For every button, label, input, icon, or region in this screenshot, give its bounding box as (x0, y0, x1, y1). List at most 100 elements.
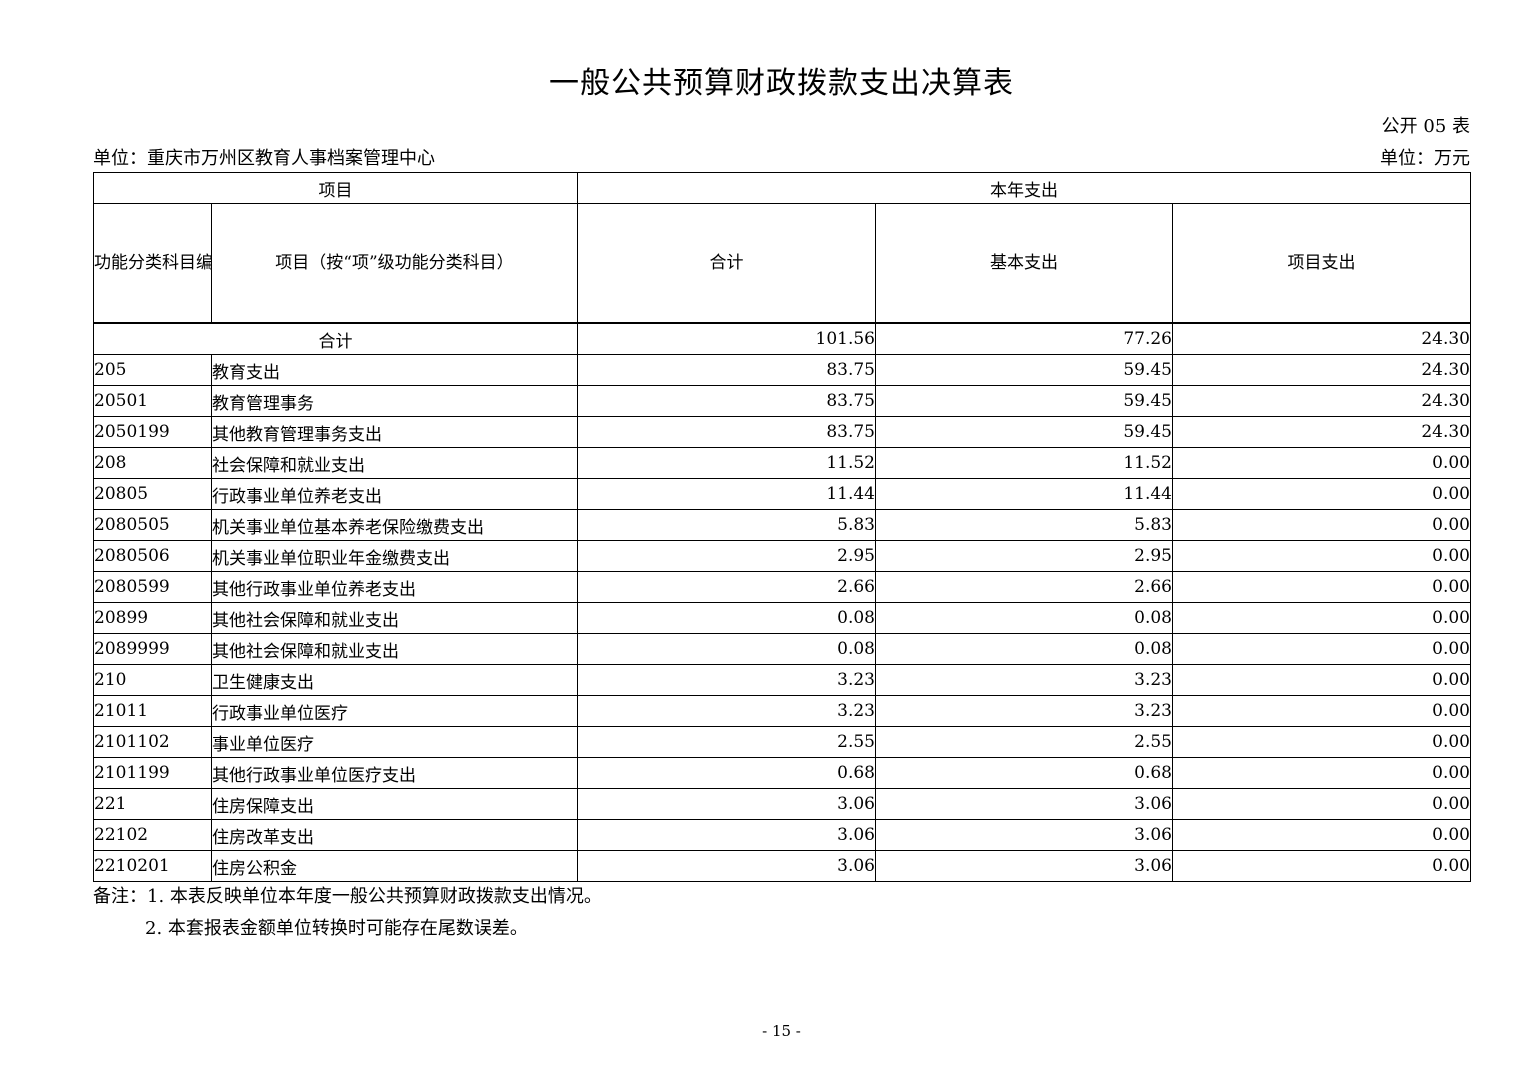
header-columns-row: 功能分类科目编码 项目（按“项”级功能分类科目） 合计 基本支出 项目支出 (93, 203, 1471, 324)
total-row: 合计 101.56 77.26 24.30 (93, 322, 1471, 355)
header-col-project: 项目支出 (1172, 203, 1471, 324)
cell-project: 0.00 (1172, 540, 1471, 572)
cell-project: 0.00 (1172, 757, 1471, 789)
cell-total: 2.55 (577, 726, 876, 758)
cell-total: 3.23 (577, 695, 876, 727)
header-group-current-year: 本年支出 (577, 172, 1471, 204)
currency-unit-label: 单位：万元 (1380, 148, 1470, 169)
cell-name: 教育管理事务 (211, 385, 578, 417)
cell-code: 221 (93, 788, 212, 820)
cell-basic: 0.68 (875, 757, 1173, 789)
cell-basic: 11.52 (875, 447, 1173, 479)
cell-name: 其他社会保障和就业支出 (211, 633, 578, 665)
cell-code: 22102 (93, 819, 212, 851)
cell-total: 2.66 (577, 571, 876, 603)
expenditure-table: 项目 本年支出 功能分类科目编码 项目（按“项”级功能分类科目） 合计 基本支出… (93, 172, 1471, 882)
cell-total: 83.75 (577, 385, 876, 417)
cell-project: 0.00 (1172, 850, 1471, 882)
table-row: 210 卫生健康支出 3.23 3.23 0.00 (93, 664, 1471, 696)
cell-name: 卫生健康支出 (211, 664, 578, 696)
cell-basic: 59.45 (875, 354, 1173, 386)
cell-project: 0.00 (1172, 695, 1471, 727)
cell-code: 20899 (93, 602, 212, 634)
cell-total: 83.75 (577, 354, 876, 386)
table-row: 22102 住房改革支出 3.06 3.06 0.00 (93, 819, 1471, 851)
cell-total: 5.83 (577, 509, 876, 541)
cell-basic: 59.45 (875, 385, 1173, 417)
cell-code: 2101102 (93, 726, 212, 758)
table-row: 2080505 机关事业单位基本养老保险缴费支出 5.83 5.83 0.00 (93, 509, 1471, 541)
table-header: 项目 本年支出 功能分类科目编码 项目（按“项”级功能分类科目） 合计 基本支出… (93, 172, 1471, 324)
cell-total: 0.68 (577, 757, 876, 789)
cell-basic: 5.83 (875, 509, 1173, 541)
cell-total: 2.95 (577, 540, 876, 572)
table-row: 208 社会保障和就业支出 11.52 11.52 0.00 (93, 447, 1471, 479)
cell-name: 事业单位医疗 (211, 726, 578, 758)
table-row: 2210201 住房公积金 3.06 3.06 0.00 (93, 850, 1471, 882)
total-row-basic: 77.26 (875, 322, 1173, 355)
total-row-project: 24.30 (1172, 322, 1471, 355)
cell-code: 2210201 (93, 850, 212, 882)
cell-total: 11.44 (577, 478, 876, 510)
cell-code: 2101199 (93, 757, 212, 789)
cell-code: 2080505 (93, 509, 212, 541)
cell-total: 83.75 (577, 416, 876, 448)
cell-code: 20805 (93, 478, 212, 510)
footnotes: 备注：1. 本表反映单位本年度一般公共预算财政拨款支出情况。 2. 本套报表金额… (93, 881, 602, 945)
header-col-item: 项目（按“项”级功能分类科目） (211, 203, 578, 324)
cell-basic: 2.95 (875, 540, 1173, 572)
cell-code: 210 (93, 664, 212, 696)
table-row: 2050199 其他教育管理事务支出 83.75 59.45 24.30 (93, 416, 1471, 448)
cell-total: 3.23 (577, 664, 876, 696)
cell-total: 3.06 (577, 788, 876, 820)
cell-name: 住房改革支出 (211, 819, 578, 851)
table-row: 205 教育支出 83.75 59.45 24.30 (93, 354, 1471, 386)
cell-basic: 59.45 (875, 416, 1173, 448)
table-row: 221 住房保障支出 3.06 3.06 0.00 (93, 788, 1471, 820)
org-unit-label: 单位：重庆市万州区教育人事档案管理中心 (93, 148, 435, 169)
cell-code: 205 (93, 354, 212, 386)
table-row: 2080599 其他行政事业单位养老支出 2.66 2.66 0.00 (93, 571, 1471, 603)
cell-basic: 0.08 (875, 602, 1173, 634)
cell-project: 0.00 (1172, 571, 1471, 603)
cell-total: 3.06 (577, 819, 876, 851)
cell-basic: 3.06 (875, 850, 1173, 882)
cell-total: 0.08 (577, 633, 876, 665)
cell-name: 住房保障支出 (211, 788, 578, 820)
note-line-2: 2. 本套报表金额单位转换时可能存在尾数误差。 (145, 918, 528, 939)
cell-code: 2050199 (93, 416, 212, 448)
cell-project: 0.00 (1172, 447, 1471, 479)
meta-row: 单位：重庆市万州区教育人事档案管理中心 单位：万元 (93, 144, 1470, 170)
cell-name: 行政事业单位医疗 (211, 695, 578, 727)
cell-name: 教育支出 (211, 354, 578, 386)
cell-name: 行政事业单位养老支出 (211, 478, 578, 510)
table-row: 2089999 其他社会保障和就业支出 0.08 0.08 0.00 (93, 633, 1471, 665)
form-number: 公开 05 表 (1381, 116, 1470, 137)
cell-basic: 2.55 (875, 726, 1173, 758)
cell-project: 24.30 (1172, 416, 1471, 448)
cell-basic: 11.44 (875, 478, 1173, 510)
table-body: 合计 101.56 77.26 24.30 205 教育支出 83.75 59.45 2… (93, 322, 1471, 882)
cell-name: 住房公积金 (211, 850, 578, 882)
table-row: 20805 行政事业单位养老支出 11.44 11.44 0.00 (93, 478, 1471, 510)
cell-project: 24.30 (1172, 385, 1471, 417)
header-group-item: 项目 (93, 172, 578, 204)
header-group-row: 项目 本年支出 (93, 172, 1471, 204)
cell-basic: 3.23 (875, 664, 1173, 696)
cell-code: 208 (93, 447, 212, 479)
cell-name: 其他教育管理事务支出 (211, 416, 578, 448)
header-col-basic: 基本支出 (875, 203, 1173, 324)
cell-code: 20501 (93, 385, 212, 417)
cell-total: 11.52 (577, 447, 876, 479)
cell-project: 0.00 (1172, 819, 1471, 851)
cell-basic: 3.06 (875, 788, 1173, 820)
cell-code: 21011 (93, 695, 212, 727)
cell-name: 其他行政事业单位养老支出 (211, 571, 578, 603)
cell-code: 2080599 (93, 571, 212, 603)
cell-project: 0.00 (1172, 788, 1471, 820)
table-row: 20899 其他社会保障和就业支出 0.08 0.08 0.00 (93, 602, 1471, 634)
total-row-total: 101.56 (577, 322, 876, 355)
total-row-label: 合计 (93, 322, 578, 355)
table-row: 21011 行政事业单位医疗 3.23 3.23 0.00 (93, 695, 1471, 727)
